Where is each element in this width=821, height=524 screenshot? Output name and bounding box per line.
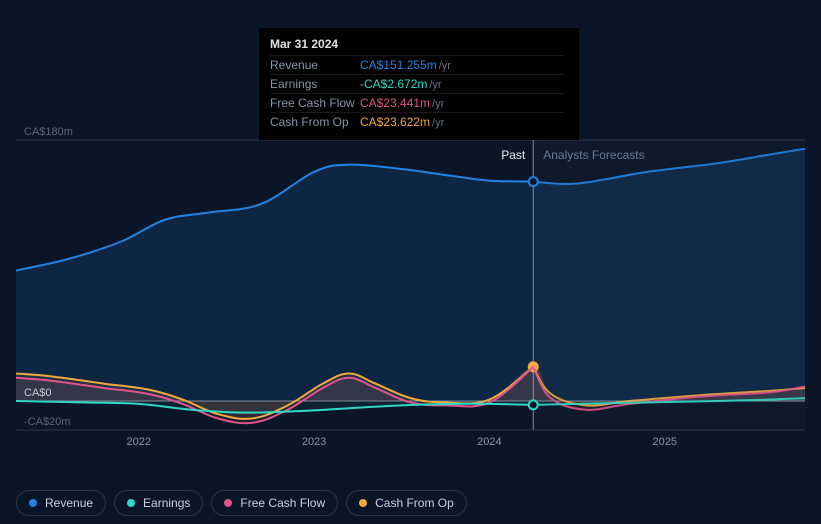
legend-dot bbox=[224, 499, 232, 507]
x-axis-tick-label: 2022 bbox=[126, 436, 150, 448]
tooltip-row-unit: /yr bbox=[439, 60, 451, 72]
legend-dot bbox=[359, 499, 367, 507]
chart-legend: Revenue Earnings Free Cash Flow Cash From O… bbox=[16, 490, 467, 516]
tooltip-row-label: Free Cash Flow bbox=[270, 96, 360, 110]
legend-item-label: Earnings bbox=[143, 496, 190, 510]
tooltip-row-value: CA$23.622m bbox=[360, 115, 430, 129]
legend-dot bbox=[29, 499, 37, 507]
y-axis-tick-label: -CA$20m bbox=[24, 416, 70, 428]
forecast-section-label: Analysts Forecasts bbox=[543, 148, 644, 162]
legend-dot bbox=[127, 499, 135, 507]
tooltip-row: RevenueCA$151.255m/yr bbox=[270, 55, 564, 74]
tooltip-row: Free Cash FlowCA$23.441m/yr bbox=[270, 93, 564, 112]
y-axis-tick-label: CA$0 bbox=[24, 387, 52, 399]
tooltip-row: Earnings-CA$2.672m/yr bbox=[270, 74, 564, 93]
legend-item-label: Revenue bbox=[45, 496, 93, 510]
chart-canvas bbox=[16, 140, 805, 430]
tooltip-row-value: CA$151.255m bbox=[360, 58, 437, 72]
financials-chart: Mar 31 2024 RevenueCA$151.255m/yrEarning… bbox=[16, 14, 805, 510]
chart-tooltip: Mar 31 2024 RevenueCA$151.255m/yrEarning… bbox=[259, 28, 579, 140]
tooltip-row-label: Cash From Op bbox=[270, 115, 360, 129]
tooltip-date: Mar 31 2024 bbox=[270, 37, 564, 51]
legend-item-label: Cash From Op bbox=[375, 496, 454, 510]
past-section-label: Past bbox=[501, 148, 525, 162]
tooltip-row-unit: /yr bbox=[432, 117, 444, 129]
tooltip-row-value: CA$23.441m bbox=[360, 96, 430, 110]
x-axis-tick-label: 2023 bbox=[302, 436, 326, 448]
tooltip-row: Cash From OpCA$23.622m/yr bbox=[270, 112, 564, 131]
tooltip-row-label: Earnings bbox=[270, 77, 360, 91]
tooltip-row-label: Revenue bbox=[270, 58, 360, 72]
legend-item[interactable]: Revenue bbox=[16, 490, 106, 516]
legend-item[interactable]: Free Cash Flow bbox=[211, 490, 338, 516]
plot-area[interactable] bbox=[16, 140, 805, 430]
x-axis-tick-label: 2024 bbox=[477, 436, 501, 448]
y-axis-tick-label: CA$180m bbox=[24, 126, 73, 138]
tooltip-row-unit: /yr bbox=[429, 79, 441, 91]
tooltip-row-value: -CA$2.672m bbox=[360, 77, 427, 91]
legend-item-label: Free Cash Flow bbox=[240, 496, 325, 510]
legend-item[interactable]: Cash From Op bbox=[346, 490, 467, 516]
x-axis-tick-label: 2025 bbox=[652, 436, 676, 448]
legend-item[interactable]: Earnings bbox=[114, 490, 203, 516]
tooltip-row-unit: /yr bbox=[432, 98, 444, 110]
